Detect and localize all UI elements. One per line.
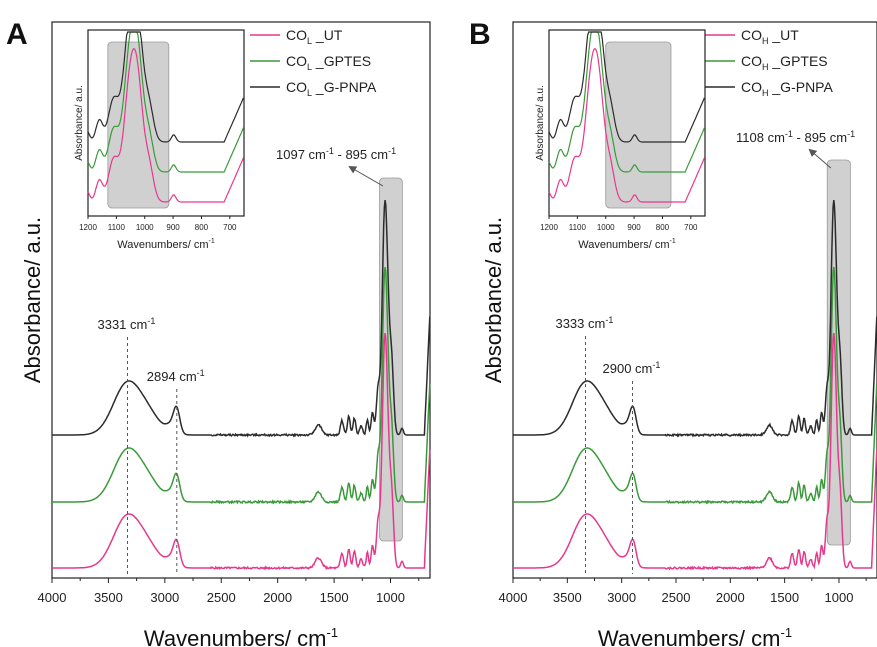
- plot-frame: [51, 21, 431, 579]
- band-range-label: 1097 cm-1 - 895 cm-1: [276, 146, 396, 162]
- x-axis-label: Wavenumbers/ cm-1: [144, 625, 338, 647]
- x-tick-label: 2000: [263, 590, 292, 605]
- inset-spectrum-line-gptes: [87, 31, 244, 173]
- legend-entry: COL _UT: [286, 27, 343, 46]
- inset-spectrum-line-gpnpa: [87, 31, 244, 143]
- x-tick-label: 4000: [38, 590, 67, 605]
- peak-annotation-label: 3331 cm-1: [97, 316, 155, 332]
- inset-x-tick-label: 900: [166, 223, 180, 232]
- panel-letter-b: B: [469, 18, 491, 51]
- legend-entry: COL _G-PNPA: [286, 79, 377, 98]
- peak-annotation-label: 3333 cm-1: [555, 315, 613, 331]
- inset-y-axis-label: Absorbance/ a.u.: [535, 85, 546, 161]
- x-tick-label: 1000: [376, 590, 405, 605]
- inset-spectrum-line-gptes: [548, 31, 705, 173]
- inset-x-tick-label: 1000: [597, 223, 615, 232]
- x-tick-label: 3000: [150, 590, 179, 605]
- inset-spectrum-line-ut: [87, 48, 244, 203]
- band-range-label: 1108 cm-1 - 895 cm-1: [736, 129, 855, 145]
- panel-b: 3333 cm-1 2900 cm-1 1108 cm-1 - 895 cm-1 40…: [481, 21, 877, 647]
- spectrum-line-ut: [513, 333, 877, 571]
- inset-spectrum-line-gpnpa: [548, 31, 705, 143]
- inset-x-tick-label: 800: [656, 223, 670, 232]
- peak-annotation-label: 2900 cm-1: [603, 360, 661, 376]
- band-arrow: [808, 148, 832, 169]
- inset-spectrum-line-ut: [548, 48, 705, 203]
- x-tick-label: 1000: [825, 590, 854, 605]
- inset-x-tick-label: 1000: [136, 223, 154, 232]
- panel-a: 3331 cm-1 2894 cm-1 1097 cm-1 - 895 cm-1 40…: [20, 21, 431, 647]
- inset-x-tick-label: 1100: [569, 223, 587, 232]
- x-tick-label: 2500: [207, 590, 236, 605]
- y-axis-label: Absorbance/ a.u.: [481, 217, 506, 383]
- inset-x-tick-label: 700: [684, 223, 698, 232]
- inset-x-tick-label: 800: [195, 223, 209, 232]
- band-arrow: [348, 166, 384, 187]
- spectrum-line-ut: [52, 332, 431, 571]
- peak-annotation-label: 2894 cm-1: [147, 368, 205, 384]
- spectrum-line-gpnpa: [513, 200, 877, 438]
- highlight-band: [826, 159, 851, 546]
- spectrum-line-gpnpa: [52, 199, 431, 438]
- inset-x-tick-label: 700: [223, 223, 237, 232]
- x-tick-label: 3500: [553, 590, 582, 605]
- spectrum-line-gptes: [52, 266, 431, 505]
- plot-frame: [512, 21, 877, 579]
- inset-x-tick-label: 1200: [540, 223, 558, 232]
- legend-entry: COH _G-PNPA: [741, 79, 833, 98]
- x-tick-label: 2000: [716, 590, 745, 605]
- x-axis-label: Wavenumbers/ cm-1: [598, 625, 792, 647]
- inset-x-tick-label: 1100: [108, 223, 126, 232]
- spectrum-line-gptes: [513, 267, 877, 505]
- panel-letter-a: A: [6, 18, 28, 51]
- inset-x-axis-label: Wavenumbers/ cm-1: [117, 238, 215, 251]
- x-tick-label: 3500: [94, 590, 123, 605]
- x-tick-label: 1500: [770, 590, 799, 605]
- inset-x-axis-label: Wavenumbers/ cm-1: [578, 238, 676, 251]
- x-tick-label: 2500: [662, 590, 691, 605]
- legend-entry: COL _GPTES: [286, 53, 371, 72]
- x-tick-label: 3000: [607, 590, 636, 605]
- y-axis-label: Absorbance/ a.u.: [20, 217, 45, 383]
- inset-x-tick-label: 1200: [79, 223, 97, 232]
- inset-highlight-band: [605, 41, 672, 209]
- x-tick-label: 1500: [320, 590, 349, 605]
- x-tick-label: 4000: [499, 590, 528, 605]
- legend-entry: COH _UT: [741, 27, 799, 46]
- inset-x-tick-label: 900: [627, 223, 641, 232]
- legend-entry: COH _GPTES: [741, 53, 828, 72]
- inset-y-axis-label: Absorbance/ a.u.: [74, 85, 85, 161]
